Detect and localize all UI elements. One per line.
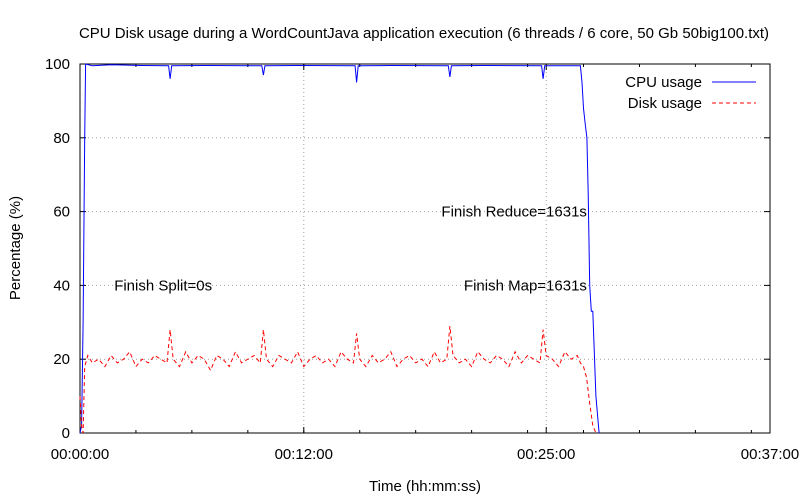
chart-title: CPU Disk usage during a WordCountJava ap…: [79, 25, 769, 42]
annotations: Finish Split=0s Finish Map=1631s Finish Re…: [114, 204, 587, 295]
annotation-label: Finish Map=1631s: [464, 277, 587, 294]
y-tick-label: 80: [53, 130, 70, 147]
axes: 0 20 40 60 80 100 00:00:00 00:12:00 00:25:00 00:3…: [45, 56, 799, 463]
y-axis-label: Percentage (%): [7, 196, 24, 300]
series-line-cpu: [79, 63, 600, 434]
annotation-label: Finish Split=0s: [114, 277, 212, 294]
x-tick-label: 00:37:00: [741, 446, 799, 463]
legend-label: Disk usage: [628, 95, 702, 112]
legend: CPU usage Disk usage: [625, 74, 756, 112]
x-tick-label: 00:25:00: [517, 446, 575, 463]
legend-label: CPU usage: [625, 74, 702, 91]
annotation-label: Finish Reduce=1631s: [441, 204, 587, 221]
x-axis-label: Time (hh:mm:ss): [369, 478, 481, 495]
x-tick-label: 00:00:00: [51, 446, 109, 463]
y-tick-label: 20: [53, 351, 70, 368]
series-line-disk: [79, 325, 597, 434]
y-tick-label: 100: [45, 56, 70, 73]
grid: [80, 64, 770, 433]
series-layer: [79, 63, 600, 434]
y-tick-label: 0: [62, 425, 70, 442]
y-tick-label: 40: [53, 277, 70, 294]
plot-frame: [79, 63, 771, 434]
y-tick-label: 60: [53, 204, 70, 221]
x-tick-label: 00:12:00: [275, 446, 333, 463]
